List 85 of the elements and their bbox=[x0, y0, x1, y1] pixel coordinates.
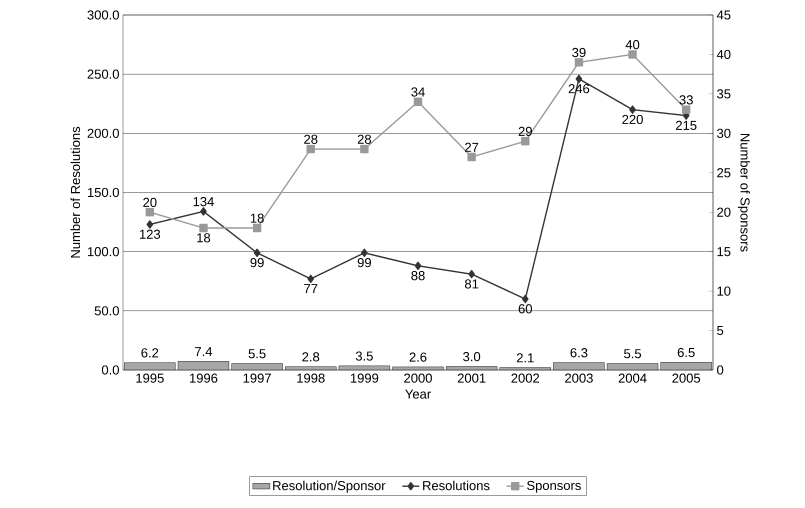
point bbox=[199, 224, 208, 232]
data-label: 99 bbox=[358, 258, 371, 268]
data-label: 123 bbox=[140, 230, 160, 239]
point bbox=[468, 270, 475, 278]
y-tick-label: 200.0 bbox=[88, 128, 119, 138]
data-label: 28 bbox=[304, 134, 318, 144]
x-tick-label: 1996 bbox=[190, 374, 218, 383]
legend-label: Resolution/Sponsor bbox=[273, 480, 386, 493]
point bbox=[252, 224, 262, 232]
legend-label: Resolutions bbox=[423, 480, 490, 490]
point bbox=[576, 74, 582, 84]
data-label: 20 bbox=[143, 198, 157, 208]
point bbox=[306, 144, 315, 154]
point bbox=[629, 105, 636, 114]
point bbox=[146, 220, 154, 229]
x-tick-label: 2003 bbox=[565, 374, 593, 383]
x-tick-label: 2001 bbox=[458, 374, 486, 383]
point bbox=[200, 207, 207, 216]
point bbox=[307, 274, 314, 284]
data-label: 134 bbox=[194, 197, 214, 206]
x-tick-label: 2000 bbox=[404, 374, 432, 383]
x-tick-label: 2004 bbox=[618, 374, 647, 383]
point bbox=[628, 50, 637, 59]
y-tick-label: 0.0 bbox=[102, 365, 119, 375]
x-tick-label: 2002 bbox=[511, 374, 540, 383]
data-label: 18 bbox=[250, 214, 264, 223]
data-label: 215 bbox=[676, 120, 696, 130]
data-label: 7.4 bbox=[195, 347, 212, 356]
point bbox=[414, 262, 422, 270]
data-label: 18 bbox=[197, 233, 210, 242]
y2-tick-label: 25 bbox=[717, 168, 730, 178]
point bbox=[682, 105, 690, 114]
data-label: 3.5 bbox=[356, 351, 373, 361]
y2-axis-title: Number of Sponsors bbox=[738, 134, 750, 252]
y-axis-title: Number of Resolutions bbox=[70, 126, 80, 258]
data-label: 220 bbox=[622, 114, 643, 124]
data-label: 5.5 bbox=[248, 349, 266, 358]
data-label: 3.0 bbox=[463, 352, 480, 362]
point bbox=[467, 152, 476, 162]
point bbox=[522, 294, 529, 304]
data-label: 34 bbox=[411, 87, 425, 97]
data-label: 28 bbox=[358, 134, 372, 144]
data-label: 6.5 bbox=[678, 348, 695, 358]
data-label: 2.1 bbox=[516, 353, 534, 362]
x-tick-label: 2005 bbox=[672, 374, 700, 383]
y2-tick-label: 10 bbox=[718, 286, 730, 296]
y2-tick-label: 35 bbox=[717, 89, 730, 98]
point bbox=[521, 137, 530, 146]
legend-label: Sponsors bbox=[527, 480, 581, 493]
x-axis-title: Year bbox=[405, 390, 431, 399]
y-tick-label: 100.0 bbox=[88, 247, 119, 256]
y-tick-label: 250.0 bbox=[88, 70, 119, 79]
data-label: 81 bbox=[464, 279, 478, 289]
data-label: 27 bbox=[465, 142, 478, 152]
point bbox=[361, 248, 368, 258]
data-label: 2.8 bbox=[302, 352, 320, 362]
data-label: 99 bbox=[250, 258, 264, 268]
y2-tick-label: 30 bbox=[717, 128, 730, 138]
point bbox=[414, 98, 422, 106]
y-tick-label: 150.0 bbox=[88, 188, 119, 198]
point bbox=[360, 144, 369, 154]
data-label: 39 bbox=[572, 48, 586, 58]
point bbox=[254, 248, 260, 258]
x-tick-label: 1995 bbox=[136, 374, 164, 383]
y2-tick-label: 5 bbox=[717, 326, 724, 336]
point bbox=[146, 208, 154, 216]
x-tick-label: 1998 bbox=[297, 374, 325, 383]
x-tick-label: 1997 bbox=[244, 374, 271, 383]
data-label: 6.2 bbox=[141, 348, 158, 358]
point bbox=[574, 58, 584, 67]
data-label: 40 bbox=[626, 40, 640, 50]
y2-tick-label: 20 bbox=[717, 208, 730, 217]
y2-tick-label: 45 bbox=[716, 10, 730, 20]
data-label: 88 bbox=[411, 271, 425, 280]
y2-tick-label: 40 bbox=[716, 50, 730, 60]
x-tick-label: 1999 bbox=[350, 374, 378, 383]
data-label: 5.5 bbox=[624, 349, 642, 358]
data-label: 6.3 bbox=[570, 348, 588, 358]
y-tick-label: 300.0 bbox=[87, 10, 119, 20]
data-label: 2.6 bbox=[410, 352, 426, 362]
data-label: 33 bbox=[679, 95, 693, 104]
y2-tick-label: 15 bbox=[718, 247, 730, 256]
data-label: 77 bbox=[304, 284, 318, 294]
y2-tick-label: 0 bbox=[717, 365, 724, 375]
y-tick-label: 50.0 bbox=[94, 306, 119, 316]
